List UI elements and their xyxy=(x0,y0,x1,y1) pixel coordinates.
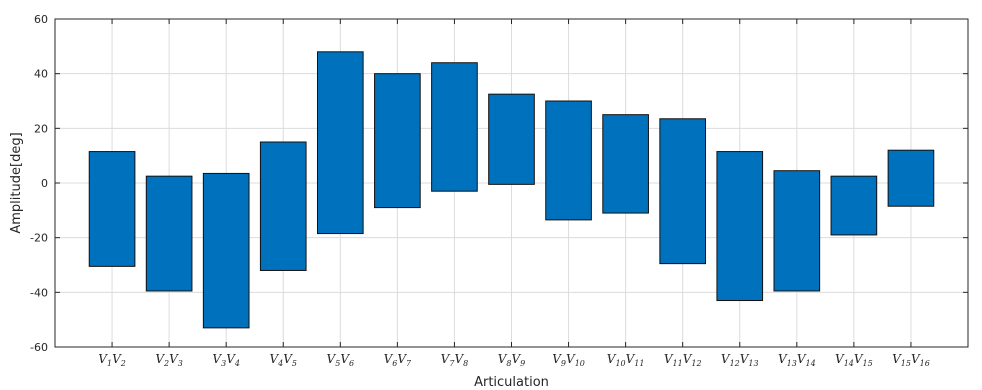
bar xyxy=(602,114,649,214)
x-tick-label: V7V8 xyxy=(441,352,469,368)
x-tick-label: V5V6 xyxy=(327,352,355,368)
x-tick-label: V8V9 xyxy=(498,352,526,368)
x-tick-label: V15V16 xyxy=(892,352,930,368)
bar xyxy=(545,100,592,221)
bar xyxy=(830,175,878,236)
x-tick-label: V3V4 xyxy=(212,352,240,368)
x-tick-label: V2V3 xyxy=(155,352,183,368)
bar xyxy=(259,141,307,271)
bar xyxy=(374,73,421,209)
y-tick-label: -40 xyxy=(30,286,48,299)
bar xyxy=(887,149,935,207)
x-tick-label: V9V10 xyxy=(552,352,585,368)
x-tick-label: V11V12 xyxy=(664,352,702,368)
x-tick-label: V14V15 xyxy=(835,352,873,368)
bar-layer xyxy=(88,51,935,329)
x-tick-label: V12V13 xyxy=(721,352,759,368)
bar xyxy=(88,151,136,267)
x-tick-label: V4V5 xyxy=(269,352,297,368)
bar xyxy=(488,93,535,185)
bar xyxy=(773,170,821,292)
x-axis-label: Articulation xyxy=(474,375,549,390)
x-tick-label: V6V7 xyxy=(384,352,412,368)
bar xyxy=(659,118,707,265)
bar xyxy=(202,172,250,329)
bar xyxy=(316,51,364,235)
y-tick-label: 0 xyxy=(41,177,48,190)
x-tick-labels: V1V2 V2V3 V3V4 V4V5 V5V6 V6V7 V7V8 V8V9 V9V10 V10… xyxy=(98,19,930,368)
bar xyxy=(431,62,478,192)
y-tick-label: 20 xyxy=(34,122,48,135)
x-tick-label: V13V14 xyxy=(778,352,816,368)
x-tick-label: V10V11 xyxy=(607,352,645,368)
bar xyxy=(716,151,764,302)
y-tick-label: -60 xyxy=(30,341,48,354)
y-tick-label: -20 xyxy=(30,232,48,245)
bar xyxy=(145,175,193,292)
y-tick-label: 40 xyxy=(34,68,48,81)
y-tick-label: 60 xyxy=(34,13,48,26)
y-axis-label: Amplitude[deg] xyxy=(9,132,24,233)
y-tick-labels: -60 -40 -20 0 20 40 60 xyxy=(30,13,968,354)
x-tick-label: V1V2 xyxy=(98,352,126,368)
